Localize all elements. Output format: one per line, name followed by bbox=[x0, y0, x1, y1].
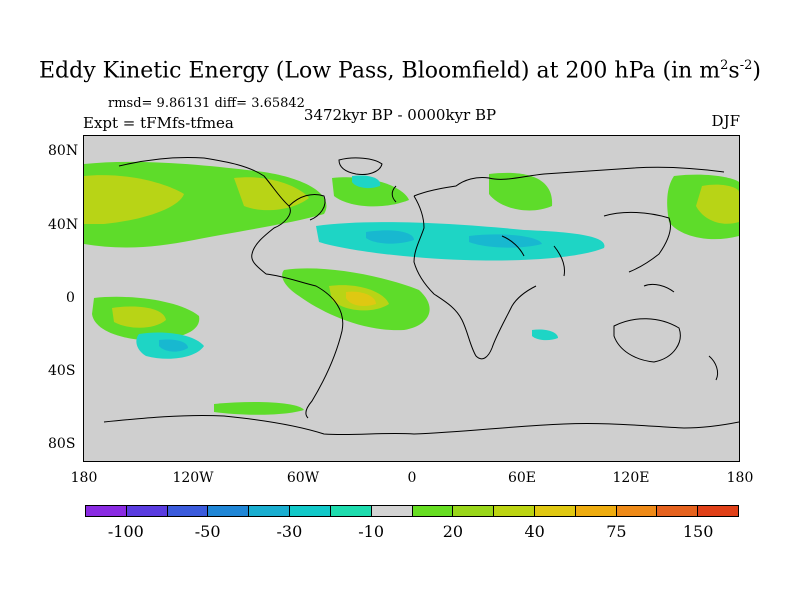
plot-title: Eddy Kinetic Energy (Low Pass, Bloomfiel… bbox=[39, 58, 761, 84]
colorbar-swatch-14 bbox=[657, 506, 699, 516]
lon-label-0: 0 bbox=[407, 470, 417, 486]
period-label: 3472kyr BP - 0000kyr BP bbox=[303, 106, 497, 124]
lat-label-40n: 40N bbox=[48, 217, 79, 233]
colorbar-swatch-0 bbox=[86, 506, 127, 516]
anomaly-fields bbox=[84, 161, 739, 415]
lon-label-60w: 60W bbox=[286, 470, 320, 486]
lon-label-60e: 60E bbox=[507, 470, 537, 486]
colorbar-label: 75 bbox=[606, 522, 627, 541]
season-label: DJF bbox=[711, 112, 740, 130]
map-panel bbox=[83, 135, 740, 462]
experiment-label: Expt = tFMfs-tfmea bbox=[83, 114, 234, 132]
colorbar-swatch-11 bbox=[534, 506, 576, 516]
colorbar-label: 40 bbox=[524, 522, 545, 541]
colorbar-label: 20 bbox=[442, 522, 464, 541]
lat-label-40s: 40S bbox=[48, 363, 76, 379]
lon-label-180w: 180 bbox=[70, 470, 98, 486]
colorbar-swatch-4 bbox=[249, 506, 291, 516]
colorbar-label: -100 bbox=[107, 522, 144, 541]
colorbar-swatch-13 bbox=[616, 506, 658, 516]
colorbar-swatch-10 bbox=[494, 506, 535, 516]
lon-label-120w: 120W bbox=[172, 470, 214, 486]
colorbar-label: -50 bbox=[194, 522, 221, 541]
lat-label-80n: 80N bbox=[48, 143, 79, 159]
coastlines bbox=[103, 156, 739, 436]
colorbar-swatch-8 bbox=[412, 506, 454, 516]
colorbar-swatch-2 bbox=[167, 506, 209, 516]
colorbar-label: -30 bbox=[276, 522, 303, 541]
colorbar-swatch-9 bbox=[453, 506, 495, 516]
colorbar-label: 150 bbox=[682, 522, 714, 541]
colorbar-swatch-3 bbox=[208, 506, 250, 516]
stats-line: rmsd= 9.86131 diff= 3.65842 bbox=[108, 96, 305, 111]
colorbar-swatch-7 bbox=[371, 506, 413, 516]
colorbar-swatch-5 bbox=[290, 506, 331, 516]
lon-label-120e: 120E bbox=[612, 470, 650, 486]
colorbar-swatch-6 bbox=[330, 506, 372, 516]
colorbar-swatch-1 bbox=[126, 506, 168, 516]
colorbar-swatch-15 bbox=[698, 506, 738, 516]
colorbar-swatch-12 bbox=[575, 506, 617, 516]
lon-label-180e: 180 bbox=[726, 470, 754, 486]
lat-label-80s: 80S bbox=[48, 436, 76, 452]
colorbar-label: -10 bbox=[358, 522, 385, 541]
map-canvas bbox=[84, 136, 739, 461]
colorbar bbox=[85, 505, 739, 517]
lat-label-0: 0 bbox=[66, 290, 75, 306]
